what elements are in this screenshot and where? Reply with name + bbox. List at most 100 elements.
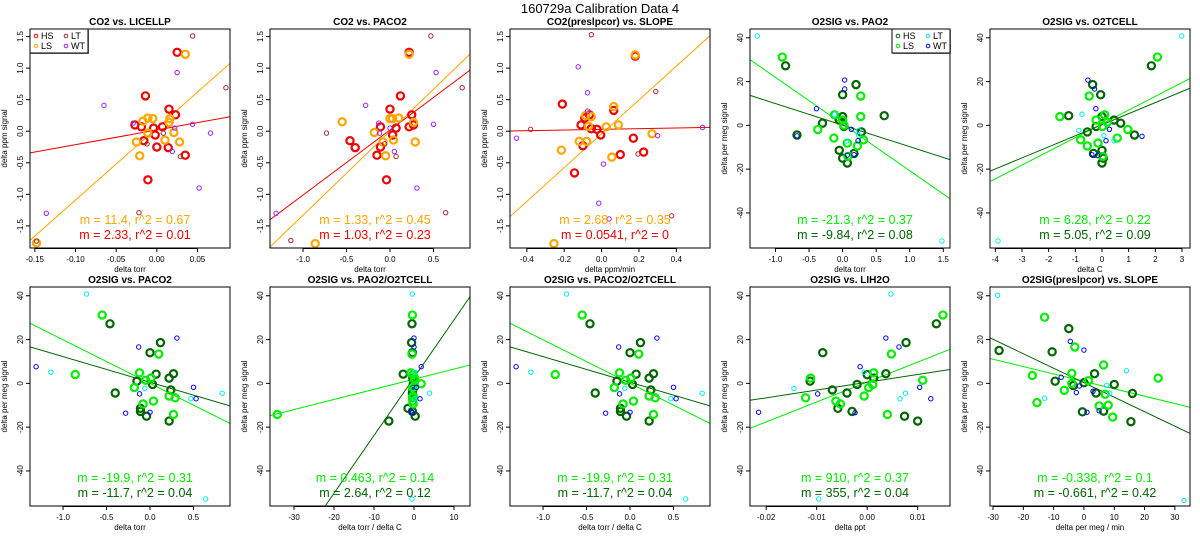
- legend-box: [29, 28, 89, 54]
- data-point-wt: [196, 185, 202, 191]
- data-point-wt: [615, 344, 622, 350]
- data-point-wt: [135, 344, 142, 350]
- data-point-hs: [644, 416, 654, 426]
- x-tick-label: 30: [1170, 513, 1179, 522]
- data-point-lt: [843, 138, 850, 144]
- panel-4: O2SIG vs. PAO2 m = -21.3, r^2 = 0.37m = -…: [720, 17, 951, 274]
- y-tick-label: 0: [976, 123, 985, 128]
- data-point-lt: [160, 130, 167, 136]
- data-point-ls: [550, 369, 560, 380]
- x-axis-label: delta torr: [114, 265, 146, 274]
- x-tick-label: 1.0: [904, 255, 916, 264]
- panel-title: O2SIG vs. PACO2: [88, 275, 172, 286]
- fit-label-hs: m = 2.64, r^2 = 0.12: [319, 486, 431, 500]
- data-point-lt: [459, 84, 465, 91]
- fit-line-hs: [30, 116, 230, 154]
- data-point-ls: [1032, 397, 1042, 408]
- data-point-wt: [844, 152, 851, 158]
- fit-label-ls: m = 0.463, r^2 = 0.14: [316, 471, 434, 485]
- data-point-hs: [585, 319, 595, 329]
- data-point-ls: [165, 113, 175, 124]
- data-point-lt: [856, 132, 862, 139]
- data-point-ls: [1152, 52, 1163, 62]
- data-point-lt: [188, 395, 194, 402]
- data-point-lt: [189, 33, 196, 39]
- y-tick-label: -1.0: [256, 187, 265, 201]
- data-point-ls: [310, 238, 320, 248]
- data-point-hs: [557, 99, 568, 109]
- y-tick-label: 1.0: [16, 62, 25, 74]
- data-point-ls: [1112, 133, 1122, 143]
- data-point-ls: [630, 50, 640, 60]
- x-tick-label: 0.5: [871, 255, 883, 264]
- data-point-ls: [180, 49, 190, 59]
- data-point-hs: [164, 104, 174, 114]
- legend-marker-wt: [925, 43, 931, 49]
- data-point-ls: [134, 368, 145, 378]
- data-point-lt: [144, 141, 150, 147]
- data-point-wt: [596, 200, 602, 206]
- y-axis-label: delta per meg signal: [480, 360, 489, 432]
- fit-line-hs: [510, 346, 710, 407]
- panel-title: O2SIG vs. PAO2: [812, 17, 889, 28]
- data-point-lt: [939, 238, 945, 244]
- data-point-hs: [136, 122, 147, 132]
- data-point-hs: [141, 411, 152, 421]
- data-point-wt: [813, 106, 820, 112]
- panel-title: CO2(preslpcor) vs. SLOPE: [547, 17, 673, 28]
- data-point-wt: [1073, 389, 1080, 396]
- data-point-ls: [556, 145, 567, 155]
- y-tick-label: 40: [736, 291, 745, 300]
- y-tick-label: -40: [736, 465, 745, 477]
- data-point-wt: [414, 185, 420, 191]
- legend-label: LS: [41, 41, 52, 51]
- legend-label: HS: [903, 31, 916, 41]
- y-tick-label: -40: [16, 465, 25, 477]
- data-point-hs: [345, 136, 355, 146]
- data-point-hs: [139, 136, 149, 146]
- x-tick-label: 1: [1126, 255, 1131, 264]
- y-tick-label: -40: [496, 465, 505, 477]
- panel-1: CO2 vs. LICELLP m = 11.4, r^2 = 0.67m = 2…: [0, 17, 231, 274]
- fit-label-ls: m = 6.28, r^2 = 0.22: [1039, 213, 1151, 227]
- data-point-lt: [588, 31, 595, 38]
- data-point-wt: [1085, 77, 1091, 83]
- data-point-hs: [157, 122, 168, 132]
- data-point-ls: [164, 117, 174, 128]
- data-point-lt: [831, 111, 838, 117]
- data-point-hs: [635, 337, 646, 348]
- fit-line-ls: [270, 364, 470, 417]
- x-axis-label: delta ppm/min: [585, 265, 635, 274]
- data-point-lt: [33, 238, 40, 244]
- panel-5: O2SIG vs. O2TCELL m = 6.28, r^2 = 0.22m =…: [960, 17, 1191, 274]
- y-tick-label: 20: [976, 77, 985, 86]
- data-point-lt: [682, 496, 689, 502]
- data-point-ls: [613, 120, 624, 130]
- data-point-wt: [101, 102, 107, 109]
- data-point-wt: [627, 409, 633, 415]
- data-point-hs: [852, 379, 862, 390]
- data-point-hs: [994, 345, 1004, 356]
- x-tick-label: -20: [1018, 513, 1030, 522]
- data-point-hs: [837, 89, 848, 100]
- data-point-hs: [1095, 89, 1106, 100]
- data-point-ls: [856, 111, 866, 122]
- data-point-ls: [839, 120, 849, 131]
- legend-label: WT: [71, 41, 85, 51]
- data-point-lt: [861, 369, 867, 375]
- data-point-wt: [575, 64, 581, 70]
- data-point-wt: [848, 126, 855, 133]
- data-point-lt: [888, 291, 894, 297]
- data-point-ls: [577, 310, 587, 320]
- data-point-ls: [1055, 111, 1065, 122]
- data-point-hs: [837, 153, 848, 163]
- data-point-lt: [856, 127, 862, 134]
- plot-area: [30, 33, 230, 248]
- legend-marker-hs: [33, 33, 39, 39]
- data-point-hs: [792, 130, 802, 140]
- y-tick-label: -40: [736, 207, 745, 219]
- x-tick-label: 0.0: [384, 255, 396, 264]
- data-point-ls: [859, 391, 869, 401]
- data-point-ls: [777, 52, 787, 62]
- data-point-wt: [174, 335, 180, 341]
